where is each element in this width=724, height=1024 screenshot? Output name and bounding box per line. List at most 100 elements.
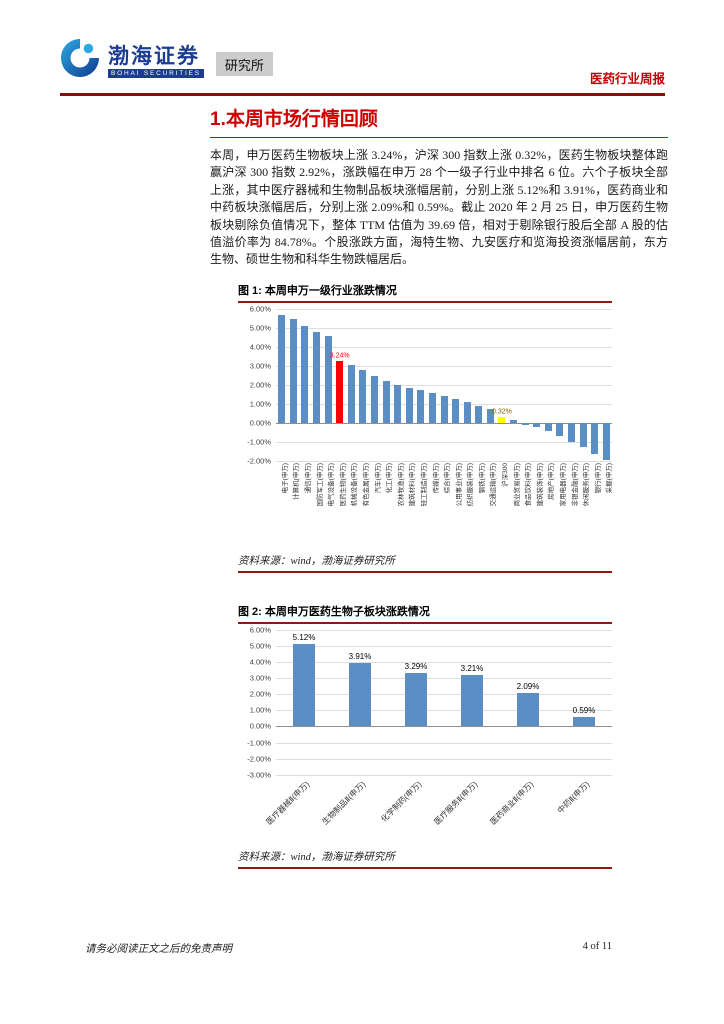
brand-block: 渤海证券 BOHAI SECURITIES 研究所 bbox=[60, 38, 665, 78]
chart-bar bbox=[517, 692, 539, 727]
y-tick-label: 1.00% bbox=[249, 705, 271, 715]
y-tick-label: 4.00% bbox=[249, 657, 271, 667]
report-body: 1.本周市场行情回顾 本周，申万医药生物板块上涨 3.24%，沪深 300 指数… bbox=[210, 104, 668, 869]
bohai-logo-icon bbox=[60, 38, 100, 78]
x-tick-label: 家用电器(申万) bbox=[554, 461, 567, 549]
x-tick-label: 采掘(申万) bbox=[601, 461, 613, 549]
pharma-subsector-bar-chart: 6.00% 5.00% 4.00% 3.00% 2.00% 1.00% 0.00% -1.00… bbox=[238, 625, 612, 845]
y-tick-label: 0.00% bbox=[249, 418, 271, 428]
bar-value-label: 3.91% bbox=[348, 652, 372, 662]
y-tick-label: 0.00% bbox=[249, 721, 271, 731]
gridline bbox=[276, 365, 612, 367]
chart-bar bbox=[347, 364, 355, 423]
header-divider bbox=[60, 93, 665, 96]
brand-text: 渤海证券 BOHAI SECURITIES bbox=[108, 43, 204, 78]
gridline bbox=[276, 308, 612, 310]
x-tick-label: 商业贸易(申万) bbox=[508, 461, 521, 549]
figure-1: 图 1: 本周申万一级行业涨跌情况 6.00% 5.00% 4.00% 3.00% 2.… bbox=[238, 282, 613, 573]
x-tick-label: 电子(申万) bbox=[276, 461, 289, 549]
chart-y-axis: 6.00% 5.00% 4.00% 3.00% 2.00% 1.00% 0.00% -1.00… bbox=[238, 625, 276, 779]
chart-bar bbox=[349, 663, 371, 727]
chart-bar bbox=[579, 422, 587, 448]
section-title: 1.本周市场行情回顾 bbox=[210, 104, 668, 138]
x-tick-label: 医疗器械Ⅱ(申万) bbox=[264, 775, 332, 845]
gridline bbox=[276, 629, 612, 631]
figure-1-caption: 图 1: 本周申万一级行业涨跌情况 bbox=[238, 282, 612, 303]
chart-bar bbox=[324, 336, 332, 423]
y-tick-label: 1.00% bbox=[249, 399, 271, 409]
x-tick-label: 医疗服务Ⅱ(申万) bbox=[432, 775, 500, 845]
gridline bbox=[276, 441, 612, 443]
x-tick-label: 农林牧渔(申万) bbox=[392, 461, 405, 549]
x-tick-text: 中药Ⅱ(申万) bbox=[555, 779, 592, 815]
chart-plot-area: 5.12% 3.91% 3.29% 3.21% 2.09% 0.59% bbox=[276, 629, 612, 776]
x-tick-label: 轻工制造(申万) bbox=[415, 461, 428, 549]
bar-value-label: 3.21% bbox=[460, 663, 484, 673]
chart-y-axis: 6.00% 5.00% 4.00% 3.00% 2.00% 1.00% 0.00% -1.00… bbox=[238, 304, 276, 465]
chart-bar bbox=[313, 332, 321, 423]
x-tick-label: 汽车(申万) bbox=[369, 461, 382, 549]
x-tick-label: 交通运输(申万) bbox=[485, 461, 497, 549]
y-tick-label: 6.00% bbox=[249, 625, 271, 635]
bar-value-label: 0.59% bbox=[572, 705, 596, 715]
x-tick-label: 化学制药(申万) bbox=[379, 775, 444, 845]
x-tick-label: 纺织服装(申万) bbox=[462, 461, 474, 549]
brand-name: 渤海证券 bbox=[108, 43, 200, 68]
chart-bar bbox=[301, 325, 309, 423]
y-tick-label: -3.00% bbox=[247, 770, 271, 780]
x-tick-label: 钢铁(申万) bbox=[473, 461, 486, 549]
chart-bar bbox=[359, 370, 367, 423]
x-tick-label: 综合(申万) bbox=[438, 461, 451, 549]
x-tick-label: 沪深300 bbox=[496, 461, 509, 549]
chart-bar bbox=[463, 401, 471, 423]
x-tick-label: 有色金属(申万) bbox=[357, 461, 370, 549]
y-tick-label: 2.00% bbox=[249, 689, 271, 699]
x-tick-label: 电气设备(申万) bbox=[322, 461, 335, 549]
figure-1-source: 资料来源：wind，渤海证券研究所 bbox=[238, 551, 612, 573]
x-tick-label: 公用事业(申万) bbox=[450, 461, 463, 549]
gridline bbox=[276, 710, 612, 712]
bar-value-label: 0.32% bbox=[491, 407, 512, 415]
chart-bar bbox=[440, 396, 448, 423]
bar-value-label: 3.24% bbox=[329, 352, 350, 360]
chart-bar bbox=[486, 409, 494, 423]
x-tick-label: 生物制品Ⅱ(申万) bbox=[320, 775, 388, 845]
x-tick-label: 银行(申万) bbox=[589, 461, 602, 549]
y-tick-label: 2.00% bbox=[249, 380, 271, 390]
x-tick-label: 食品饮料(申万) bbox=[519, 461, 532, 549]
chart-bar bbox=[336, 361, 344, 423]
chart-bar bbox=[278, 314, 286, 423]
x-tick-label: 传媒(申万) bbox=[427, 461, 440, 549]
y-tick-label: 5.00% bbox=[249, 323, 271, 333]
report-header: 渤海证券 BOHAI SECURITIES 研究所 医药行业周报 bbox=[60, 38, 665, 96]
gridline bbox=[276, 645, 612, 647]
x-tick-label: 休闲服务(申万) bbox=[577, 461, 590, 549]
chart-plot-area: 3.24% 0.32% bbox=[276, 308, 612, 462]
y-tick-label: -1.00% bbox=[247, 738, 271, 747]
chart-bar bbox=[591, 422, 599, 455]
x-tick-label: 建筑装饰(申万) bbox=[531, 461, 544, 549]
y-tick-label: 3.00% bbox=[249, 673, 271, 683]
chart-bar bbox=[405, 387, 413, 423]
gridline bbox=[276, 661, 612, 663]
gridline bbox=[276, 384, 612, 386]
market-review-paragraph: 本周，申万医药生物板块上涨 3.24%，沪深 300 指数上涨 0.32%，医药… bbox=[210, 148, 668, 267]
y-tick-label: -2.00% bbox=[247, 754, 271, 764]
gridline bbox=[276, 726, 612, 728]
gridline bbox=[276, 694, 612, 696]
x-tick-label: 建筑材料(申万) bbox=[404, 461, 416, 549]
report-type-label: 医药行业周报 bbox=[589, 72, 665, 86]
y-tick-label: 4.00% bbox=[249, 342, 271, 352]
chart-bar bbox=[533, 422, 541, 428]
gridline bbox=[276, 678, 612, 680]
page-footer: 请务必阅读正文之后的免责声明 4 of 11 bbox=[85, 941, 612, 956]
x-tick-label: 机械设备(申万) bbox=[346, 461, 358, 549]
gridline bbox=[276, 422, 612, 424]
x-tick-label: 中药Ⅱ(申万) bbox=[556, 775, 612, 845]
x-tick-label: 化工(申万) bbox=[380, 461, 393, 549]
page-number: 4 of 11 bbox=[582, 941, 612, 952]
department-label: 研究所 bbox=[215, 52, 273, 76]
y-tick-label: 5.00% bbox=[249, 641, 271, 651]
y-tick-label: 6.00% bbox=[249, 304, 271, 314]
